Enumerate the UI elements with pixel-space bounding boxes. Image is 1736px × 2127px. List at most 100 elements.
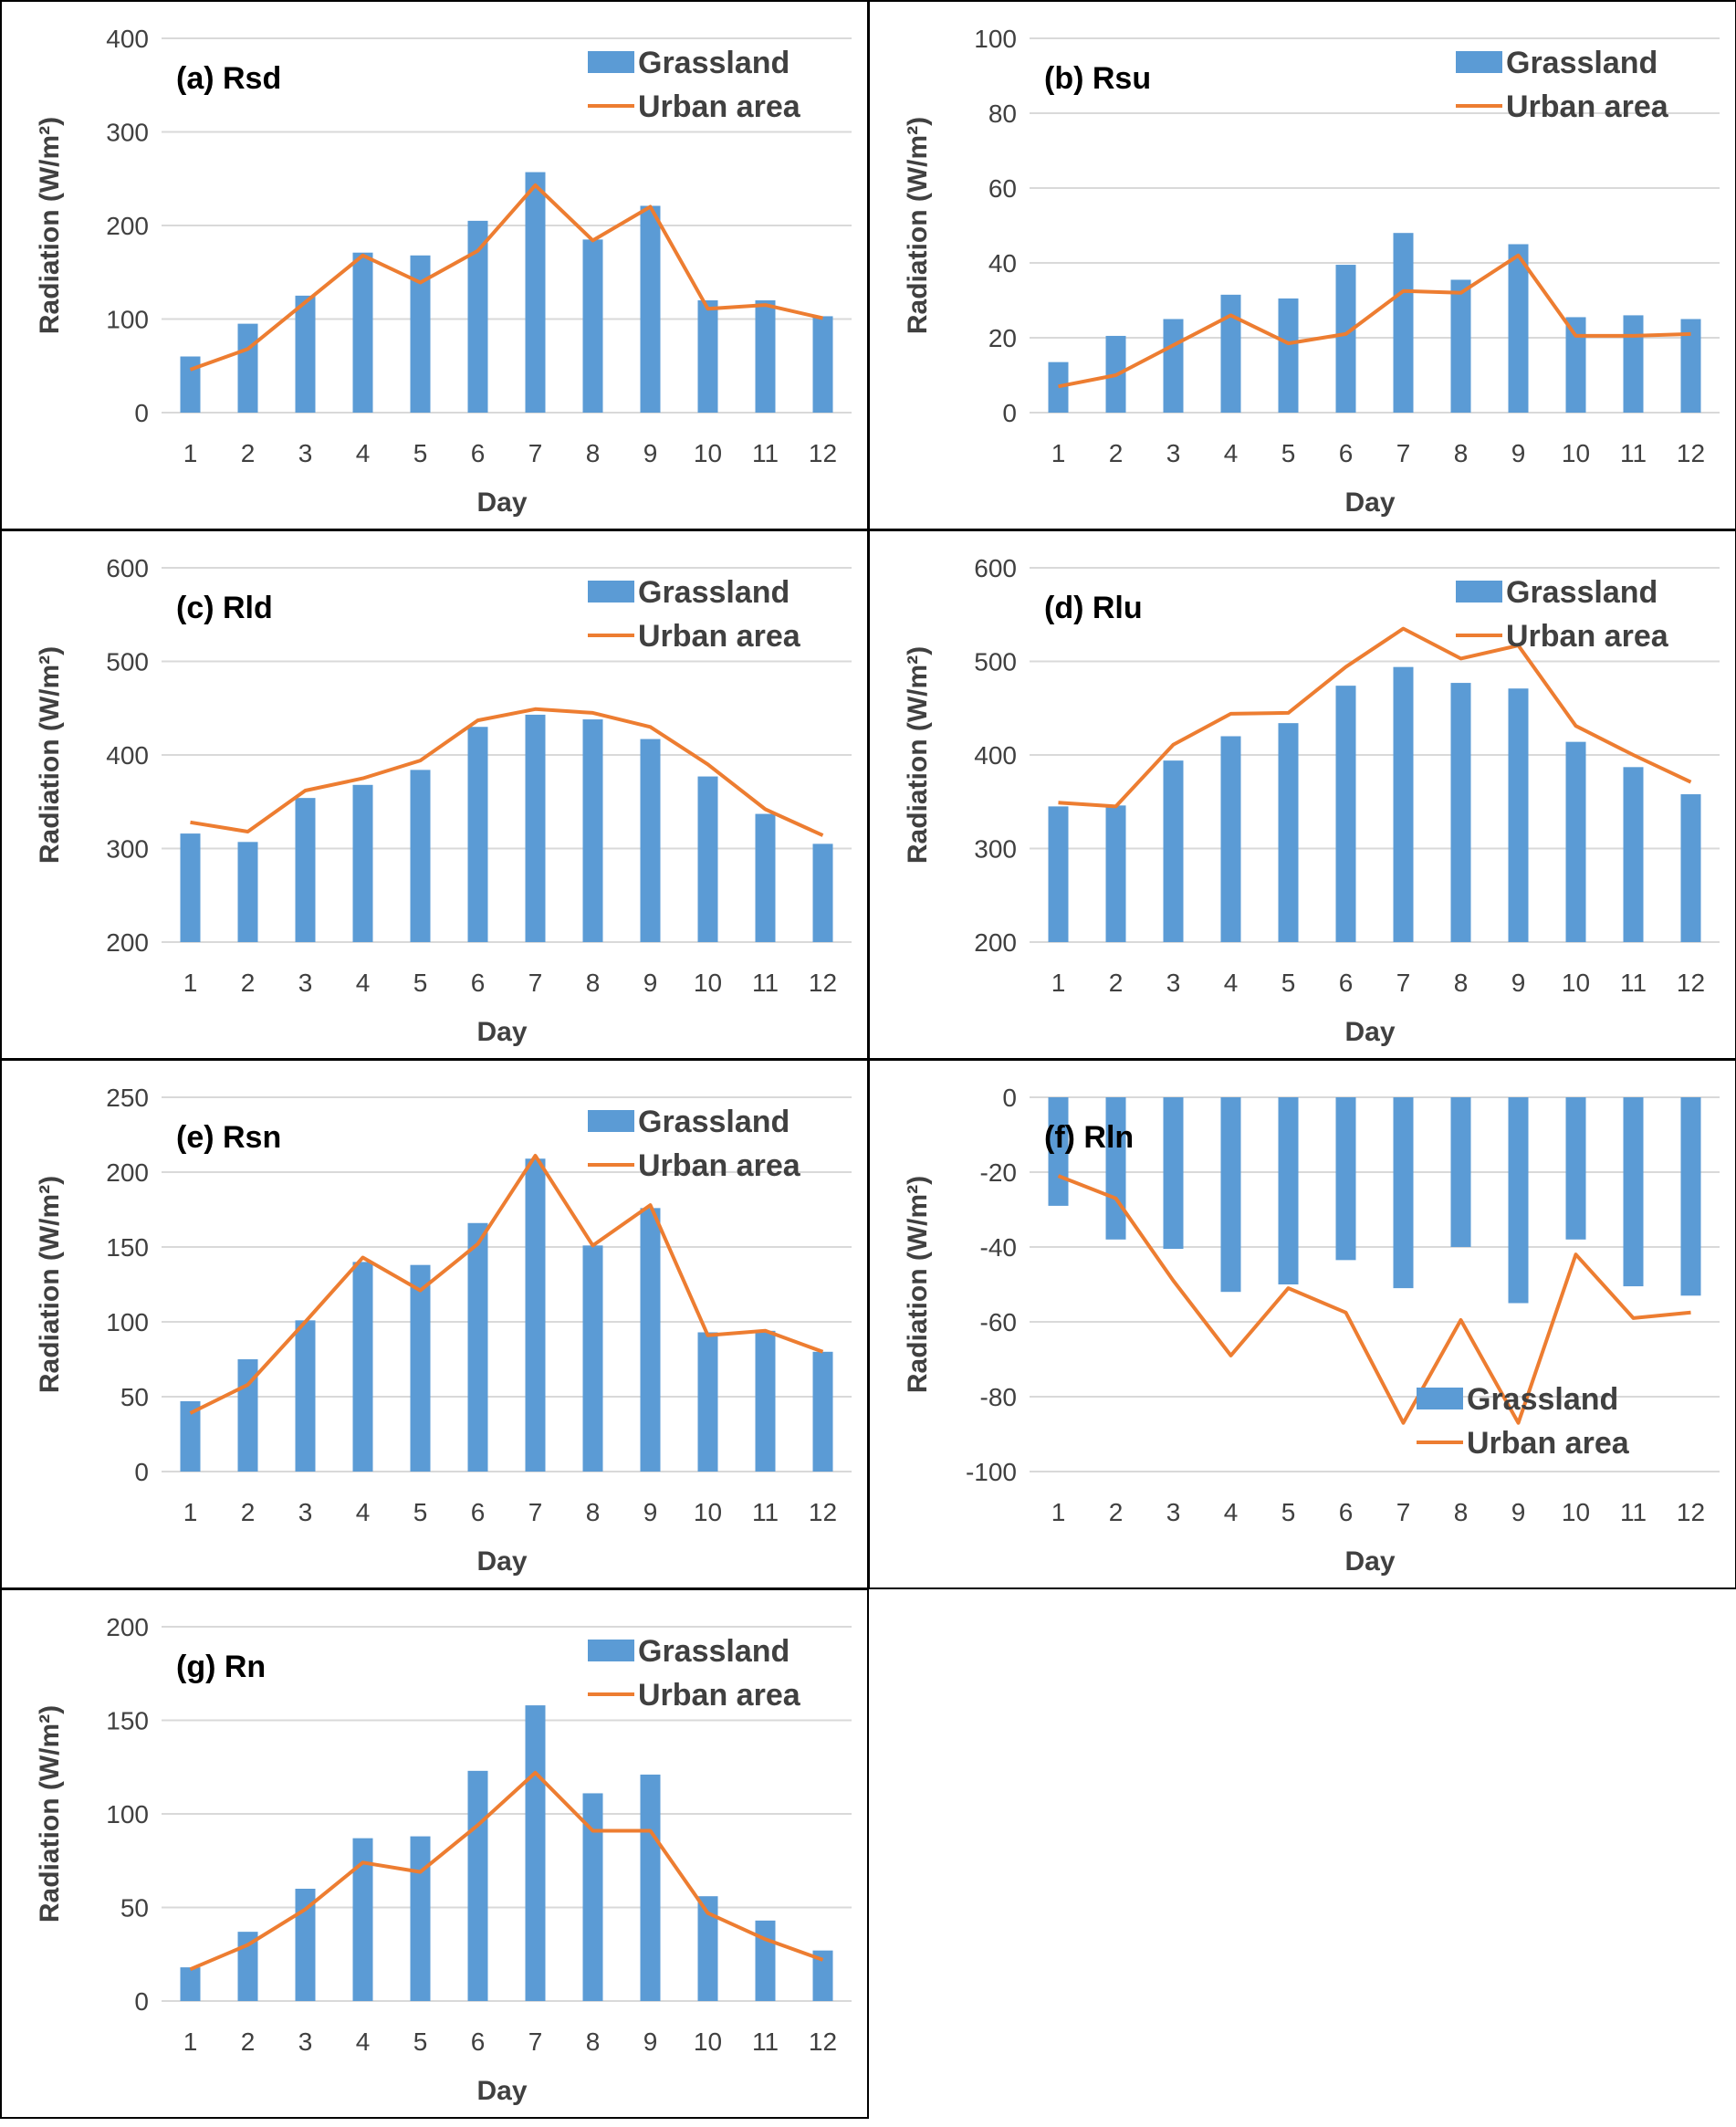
- x-tick-label: 5: [413, 439, 428, 467]
- y-tick-label: 300: [106, 835, 149, 864]
- bar-grassland-day-6: [1335, 265, 1356, 413]
- bar-grassland-day-6: [467, 727, 488, 942]
- bar-grassland-day-11: [755, 1330, 776, 1472]
- chart-title: (f) Rln: [1044, 1120, 1134, 1155]
- y-tick-label: 600: [974, 554, 1017, 582]
- y-tick-label: 50: [120, 1894, 149, 1923]
- y-tick-label: 100: [974, 25, 1017, 53]
- x-tick-label: 12: [1677, 439, 1705, 467]
- x-tick-label: 4: [356, 2027, 371, 2056]
- bar-grassland-day-3: [295, 1889, 316, 2001]
- line-urban-area: [189, 1154, 824, 1415]
- x-tick-label: 5: [1281, 969, 1296, 997]
- bar-grassland-day-12: [812, 316, 833, 413]
- x-tick-label: 10: [694, 969, 722, 997]
- x-tick-label: 6: [471, 969, 486, 997]
- x-tick-label: 2: [241, 969, 256, 997]
- y-tick-label: 60: [988, 174, 1017, 203]
- bar-grassland-day-12: [812, 843, 833, 942]
- bar-grassland-day-3: [295, 798, 316, 942]
- bar-grassland-day-5: [410, 1836, 431, 2001]
- bar-grassland-day-6: [467, 1770, 488, 2001]
- bar-grassland-day-9: [640, 739, 661, 942]
- y-tick-label: 100: [106, 1800, 149, 1828]
- x-tick-label: 1: [1051, 439, 1066, 467]
- x-tick-label: 10: [694, 1498, 722, 1526]
- x-tick-label: 2: [241, 2027, 256, 2056]
- bar-grassland-day-11: [755, 813, 776, 942]
- bar-grassland-day-11: [1623, 767, 1644, 942]
- bar-grassland-day-12: [812, 1351, 833, 1472]
- x-tick-label: 2: [1109, 1498, 1124, 1526]
- x-tick-label: 2: [241, 439, 256, 467]
- legend-label-grassland: Grassland: [1506, 46, 1658, 80]
- x-tick-label: 12: [809, 1498, 837, 1526]
- x-tick-label: 12: [809, 2027, 837, 2056]
- bar-grassland-day-4: [1220, 736, 1241, 942]
- line-urban-area: [190, 707, 824, 837]
- y-tick-label: 200: [974, 928, 1017, 957]
- bar-grassland-day-1: [1048, 806, 1069, 942]
- x-tick-label: 2: [1109, 969, 1124, 997]
- x-tick-label: 11: [1620, 969, 1647, 997]
- bar-grassland-day-2: [237, 323, 258, 413]
- bar-grassland-day-5: [1278, 723, 1299, 942]
- legend-label-grassland: Grassland: [638, 46, 790, 80]
- y-tick-label: -40: [980, 1233, 1017, 1262]
- bar-grassland-day-6: [467, 1222, 488, 1472]
- x-tick-label: 9: [1511, 1498, 1526, 1526]
- x-tick-label: 6: [471, 2027, 486, 2056]
- x-tick-label: 9: [643, 2027, 658, 2056]
- x-tick-label: 2: [241, 1498, 256, 1526]
- x-tick-label: 5: [413, 1498, 428, 1526]
- bar-grassland-day-7: [525, 1158, 546, 1472]
- y-tick-label: 150: [106, 1707, 149, 1735]
- x-tick-label: 11: [752, 969, 779, 997]
- bar-grassland-day-2: [1105, 805, 1126, 942]
- x-tick-label: 7: [1396, 439, 1411, 467]
- legend-label-urban-area: Urban area: [1467, 1426, 1630, 1461]
- legend-swatch-grassland: [588, 1640, 634, 1661]
- y-tick-label: 80: [988, 100, 1017, 128]
- y-tick-label: 400: [974, 741, 1017, 770]
- bar-grassland-day-11: [755, 300, 776, 413]
- bar-grassland-day-2: [1105, 1097, 1126, 1240]
- x-tick-label: 4: [1224, 969, 1239, 997]
- bar-grassland-day-9: [640, 205, 661, 413]
- x-tick-label: 12: [809, 969, 837, 997]
- x-tick-label: 6: [1339, 1498, 1354, 1526]
- bar-grassland-day-10: [697, 300, 718, 413]
- x-tick-label: 2: [1109, 439, 1124, 467]
- x-axis-label: Day: [1344, 1546, 1395, 1577]
- x-tick-label: 11: [752, 2027, 779, 2056]
- bar-grassland-day-7: [1393, 233, 1414, 413]
- x-axis-label: Day: [476, 487, 527, 518]
- y-tick-label: -60: [980, 1308, 1017, 1336]
- bar-grassland-day-3: [1163, 1097, 1184, 1250]
- legend-label-urban-area: Urban area: [1506, 89, 1669, 124]
- x-tick-label: 9: [1511, 439, 1526, 467]
- x-tick-label: 7: [528, 969, 543, 997]
- y-axis-label: Radiation (W/m²): [35, 1705, 65, 1923]
- y-tick-label: 300: [106, 119, 149, 147]
- y-tick-label: -100: [966, 1458, 1017, 1486]
- bar-grassland-day-3: [295, 295, 316, 413]
- x-tick-label: 4: [356, 439, 371, 467]
- bar-grassland-day-12: [1680, 794, 1701, 942]
- x-tick-label: 8: [586, 439, 601, 467]
- bar-grassland-day-12: [1680, 1097, 1701, 1296]
- y-axis-label: Radiation (W/m²): [35, 1176, 65, 1393]
- x-tick-label: 5: [1281, 439, 1296, 467]
- x-tick-label: 1: [183, 1498, 198, 1526]
- chart-title: (g) Rn: [176, 1650, 266, 1684]
- bar-grassland-day-8: [582, 1793, 603, 2001]
- bar-grassland-day-4: [352, 1262, 373, 1472]
- bar-grassland-day-12: [812, 1950, 833, 2001]
- legend-label-grassland: Grassland: [638, 1105, 790, 1139]
- y-tick-label: 0: [134, 399, 149, 427]
- legend-swatch-grassland: [588, 1110, 634, 1132]
- y-tick-label: 500: [106, 648, 149, 676]
